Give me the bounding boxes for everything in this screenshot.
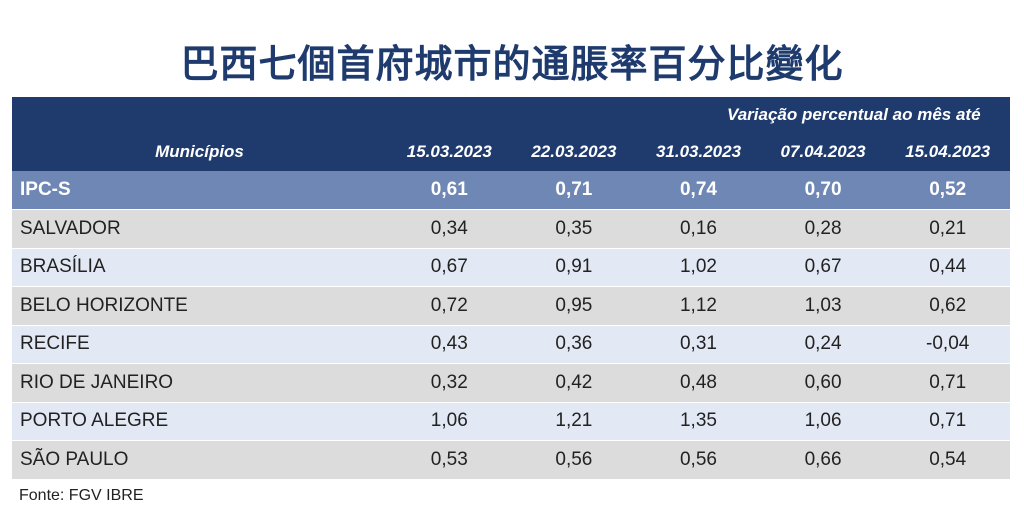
table-cell-value: 0,53 [387,440,512,479]
header-col-date: 15.03.2023 [406,142,492,161]
table-row: SÃO PAULO 0,53 0,56 0,56 0,66 0,54 [12,440,1010,479]
table-cell-value: 0,21 [885,209,1010,248]
table-cell-value: 0,71 [555,179,593,200]
row-municipio-name: RIO DE JANEIRO [12,363,387,402]
table-cell-value: 0,36 [511,324,637,364]
table-cell-value: 0,60 [760,363,886,402]
table-cell-value: 1,06 [387,401,512,441]
table-cell-value: 0,66 [760,440,886,479]
table-cell-value: 0,42 [511,363,637,402]
row-municipio-name: BELO HORIZONTE [12,286,387,325]
table-cell-value: 0,35 [511,209,637,248]
table-cell-value: 0,95 [511,286,637,325]
row-municipio-name: IPC-S [20,179,71,200]
table-cell-value: 0,31 [636,324,761,364]
table-row-highlight: IPC-S 0,61 0,71 0,74 0,70 0,52 [12,171,1010,210]
table-cell-value: 0,71 [885,363,1010,402]
table-row: RECIFE 0,43 0,36 0,31 0,24 -0,04 [12,324,1010,364]
table-cell-value: 0,28 [760,209,886,248]
header-col-date: 31.03.2023 [655,142,742,161]
row-municipio-name: SÃO PAULO [12,440,387,479]
header-col-date: 07.04.2023 [780,142,866,161]
table-cell-value: 0,74 [679,179,717,200]
table-cell-value: -0,04 [885,324,1010,364]
header-municipios: Municípios [155,142,244,161]
group-label-text: Variação percentual ao mês até [727,105,981,124]
table-row: RIO DE JANEIRO 0,32 0,42 0,48 0,60 0,71 [12,363,1010,402]
table-cell-value: 1,02 [636,247,761,287]
header-group-label: Variação percentual ao mês até [12,97,1010,133]
table-cell-value: 1,35 [636,401,761,441]
table-cell-value: 1,03 [760,286,886,325]
table-cell-value: 0,43 [387,324,512,364]
table-cell-value: 0,56 [511,440,637,479]
table-header: Variação percentual ao mês até Município… [12,97,1010,171]
table-cell-value: 0,71 [885,401,1010,441]
table-cell-value: 0,67 [387,247,512,287]
table-cell-value: 0,62 [885,286,1010,325]
table-cell-value: 0,34 [387,209,512,248]
row-municipio-name: RECIFE [12,324,387,364]
row-municipio-name: BRASÍLIA [12,247,387,287]
table-cell-value: 0,44 [885,247,1010,287]
table-cell-value: 0,72 [387,286,512,325]
table-cell-value: 0,56 [636,440,761,479]
table-cell-value: 1,12 [636,286,761,325]
row-municipio-name: PORTO ALEGRE [12,401,387,441]
table-cell-value: 1,06 [760,401,886,441]
table-cell-value: 0,70 [804,179,842,200]
table-cell-value: 0,52 [929,179,967,200]
source-note: Fonte: FGV IBRE [19,487,144,504]
header-col-date: 22.03.2023 [531,142,617,161]
inflation-table: Variação percentual ao mês até Município… [12,97,1010,479]
table-cell-value: 0,54 [885,440,1010,479]
table-cell-value: 0,24 [760,324,886,364]
table-body: IPC-S 0,61 0,71 0,74 0,70 0,52 SALVADOR 0,34 0,3… [12,171,1010,479]
page-title: 巴西七個首府城市的通脹率百分比變化 [180,42,844,86]
row-municipio-name: SALVADOR [12,209,387,248]
table-row: PORTO ALEGRE 1,06 1,21 1,35 1,06 0,71 [12,401,1010,441]
table-cell-value: 0,61 [430,179,468,200]
table-row: BELO HORIZONTE 0,72 0,95 1,12 1,03 0,62 [12,286,1010,325]
table-cell-value: 0,91 [511,247,637,287]
table-cell-value: 0,16 [636,209,761,248]
table-cell-value: 0,32 [387,363,512,402]
header-col-date: 15.04.2023 [905,142,991,161]
table-cell-value: 1,21 [511,401,637,441]
table-cell-value: 0,67 [760,247,886,287]
table-row: BRASÍLIA 0,67 0,91 1,02 0,67 0,44 [12,247,1010,287]
table-row: SALVADOR 0,34 0,35 0,16 0,28 0,21 [12,209,1010,248]
table-cell-value: 0,48 [636,363,761,402]
